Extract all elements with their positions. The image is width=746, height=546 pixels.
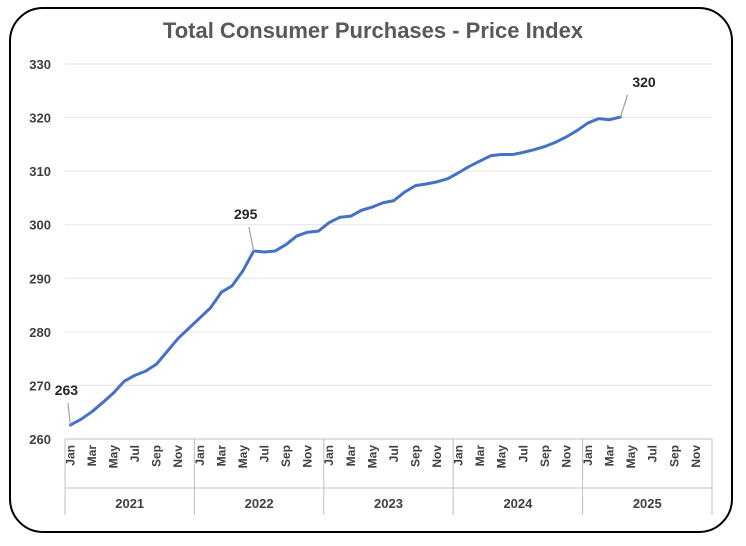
- y-tick-label: 300: [29, 218, 51, 233]
- x-tick-label: May: [624, 445, 638, 469]
- chart-frame: [9, 7, 733, 533]
- x-tick-label: Nov: [301, 445, 315, 468]
- series-line: [68, 115, 622, 427]
- data-labels: 263 295 320: [55, 74, 656, 426]
- gridlines: [65, 63, 712, 440]
- x-tick-label: Mar: [344, 445, 358, 467]
- data-label: 320: [632, 74, 656, 90]
- x-tick-label: Jan: [322, 445, 336, 466]
- x-tick-label: Jul: [128, 445, 142, 462]
- x-tick-label: Sep: [408, 445, 422, 467]
- y-tick-label: 270: [29, 378, 51, 393]
- year-label: 2024: [503, 496, 533, 511]
- x-tick-label: Sep: [279, 445, 293, 467]
- year-label: 2021: [115, 496, 144, 511]
- x-tick-label: Mar: [603, 445, 617, 467]
- leader-line: [248, 226, 255, 252]
- x-tick-label: Nov: [559, 445, 573, 468]
- x-tick-label: Jan: [581, 445, 595, 466]
- y-tick-label: 330: [29, 57, 51, 72]
- x-tick-label: Sep: [667, 445, 681, 467]
- year-label: 2023: [374, 496, 403, 511]
- series-layer: [68, 115, 622, 427]
- data-label: 295: [234, 206, 258, 222]
- year-label: 2022: [245, 496, 274, 511]
- x-tick-label: Jan: [193, 445, 207, 466]
- year-label: 2025: [633, 496, 662, 511]
- x-tick-label: May: [107, 445, 121, 469]
- x-tick-label: Mar: [214, 445, 228, 467]
- y-axis: 260 270 280 290 300 310 320 330: [29, 57, 51, 447]
- y-tick-label: 280: [29, 325, 51, 340]
- x-tick-label: Jul: [257, 445, 271, 462]
- x-tick-label: Jan: [452, 445, 466, 466]
- x-tick-label: Sep: [150, 445, 164, 467]
- y-tick-label: 260: [29, 432, 51, 447]
- y-tick-label: 310: [29, 164, 51, 179]
- x-tick-label: May: [365, 445, 379, 469]
- x-tick-label: May: [236, 445, 250, 469]
- leader-line: [67, 403, 72, 426]
- x-tick-label: Jul: [387, 445, 401, 462]
- x-tick-label: Mar: [473, 445, 487, 467]
- x-tick-label: Jan: [63, 445, 77, 466]
- y-tick-label: 290: [29, 271, 51, 286]
- x-tick-label: Sep: [538, 445, 552, 467]
- x-tick-label: Nov: [430, 445, 444, 468]
- x-tick-label: Nov: [171, 445, 185, 468]
- chart-title: Total Consumer Purchases - Price Index: [162, 18, 584, 43]
- x-tick-label: Nov: [689, 445, 703, 468]
- x-axis: Jan Mar May Jul Sep Nov 2021 Jan Mar May Jul Sep Nov…: [63, 439, 713, 515]
- x-tick-label: Mar: [85, 445, 99, 467]
- leader-line: [619, 94, 629, 118]
- x-tick-label: Jul: [516, 445, 530, 462]
- data-label: 263: [55, 382, 79, 398]
- x-tick-label: Jul: [646, 445, 660, 462]
- y-tick-label: 320: [29, 111, 51, 126]
- x-tick-label: May: [495, 445, 509, 469]
